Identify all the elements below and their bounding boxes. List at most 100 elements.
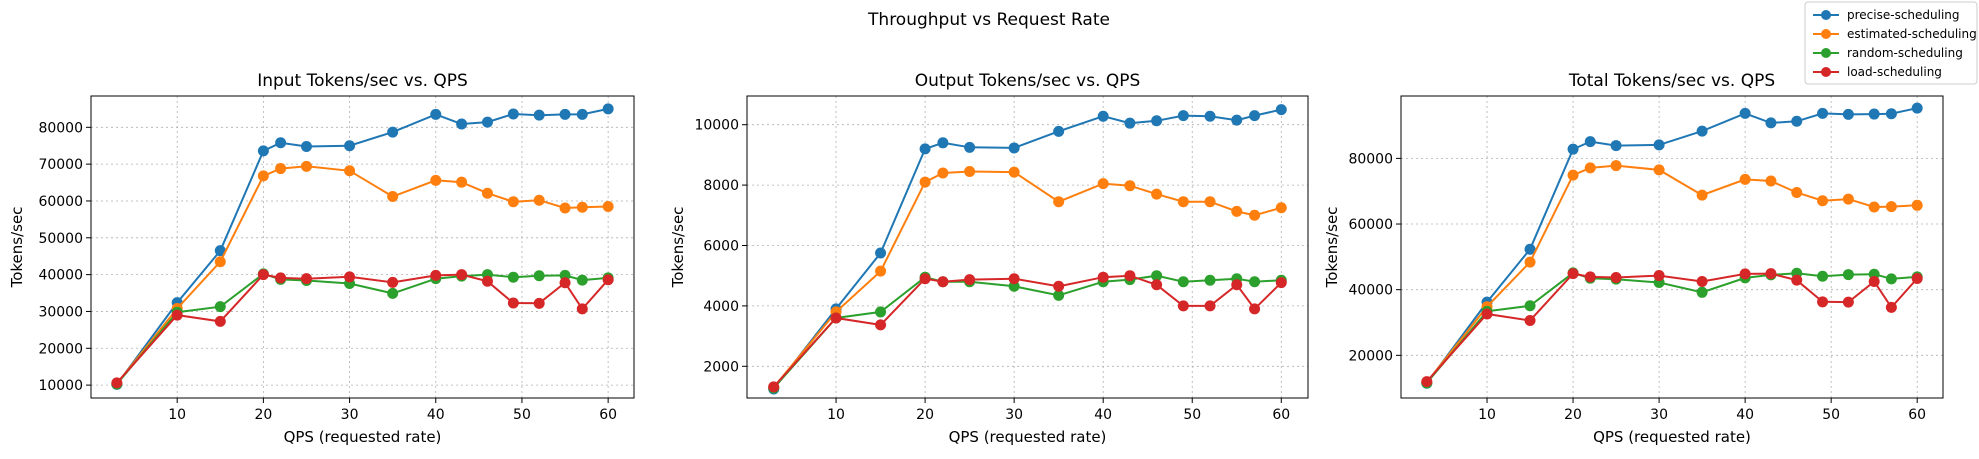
data-point bbox=[602, 200, 614, 212]
y-tick-label: 80000 bbox=[1348, 151, 1393, 167]
series-random-scheduling bbox=[1421, 267, 1923, 389]
series-random-scheduling bbox=[111, 268, 614, 390]
series-line bbox=[116, 165, 609, 385]
data-point bbox=[1791, 274, 1803, 286]
data-point bbox=[1124, 180, 1136, 192]
data-point bbox=[1249, 303, 1261, 315]
series-line bbox=[116, 107, 609, 385]
data-point bbox=[1791, 115, 1803, 127]
x-tick-label: 20 bbox=[916, 407, 934, 423]
x-tick-label: 10 bbox=[168, 407, 186, 423]
data-point bbox=[387, 276, 399, 288]
data-point bbox=[1053, 125, 1065, 137]
data-point bbox=[1739, 268, 1751, 280]
data-point bbox=[533, 194, 545, 206]
data-point bbox=[768, 381, 780, 393]
data-point bbox=[1584, 136, 1596, 148]
data-point bbox=[1765, 117, 1777, 129]
data-point bbox=[1151, 279, 1163, 291]
x-tick-label: 50 bbox=[513, 407, 531, 423]
y-tick-label: 40000 bbox=[38, 268, 83, 284]
series-estimated-scheduling bbox=[1421, 160, 1923, 388]
data-point bbox=[1610, 160, 1622, 172]
data-point bbox=[275, 272, 287, 284]
series-load-scheduling bbox=[111, 269, 614, 389]
y-axis-label: Tokens/sec bbox=[8, 207, 26, 289]
data-point bbox=[576, 274, 588, 286]
data-point bbox=[1584, 162, 1596, 174]
data-point bbox=[1204, 196, 1216, 208]
legend-marker bbox=[1821, 10, 1831, 20]
data-point bbox=[559, 277, 571, 289]
data-point bbox=[576, 201, 588, 213]
data-point bbox=[1124, 270, 1136, 282]
data-point bbox=[1008, 280, 1020, 292]
data-point bbox=[533, 297, 545, 309]
data-point bbox=[1739, 173, 1751, 185]
data-point bbox=[964, 141, 976, 153]
legend-entry: precise-scheduling bbox=[1813, 8, 1960, 22]
data-point bbox=[1885, 301, 1897, 313]
data-point bbox=[214, 301, 226, 313]
data-point bbox=[275, 137, 287, 149]
data-point bbox=[481, 187, 493, 199]
data-point bbox=[1610, 272, 1622, 284]
data-point bbox=[430, 269, 442, 281]
data-point bbox=[533, 109, 545, 121]
x-tick-label: 40 bbox=[1736, 407, 1754, 423]
data-point bbox=[576, 303, 588, 315]
data-point bbox=[111, 377, 123, 389]
data-point bbox=[456, 176, 468, 188]
series-precise-scheduling bbox=[1421, 102, 1923, 389]
data-point bbox=[937, 167, 949, 179]
data-point bbox=[1275, 277, 1287, 289]
data-point bbox=[1151, 188, 1163, 200]
data-point bbox=[1008, 142, 1020, 154]
x-tick-label: 30 bbox=[341, 407, 359, 423]
data-point bbox=[1885, 273, 1897, 285]
data-point bbox=[1567, 169, 1579, 181]
axes-frame bbox=[90, 95, 635, 399]
data-point bbox=[275, 163, 287, 175]
data-point bbox=[1885, 201, 1897, 213]
data-point bbox=[1817, 270, 1829, 282]
legend-label: load-scheduling bbox=[1847, 65, 1942, 79]
legend-entry: random-scheduling bbox=[1813, 46, 1963, 60]
data-point bbox=[1249, 209, 1261, 221]
legend-marker bbox=[1821, 29, 1831, 39]
data-point bbox=[1524, 243, 1536, 255]
data-point bbox=[875, 319, 887, 331]
axes-frame bbox=[1400, 95, 1944, 399]
subplot-title: Input Tokens/sec vs. QPS bbox=[257, 71, 468, 91]
data-point bbox=[1567, 268, 1579, 280]
data-point bbox=[830, 312, 842, 324]
y-tick-label: 8000 bbox=[703, 178, 739, 194]
x-tick-label: 20 bbox=[1564, 407, 1582, 423]
data-point bbox=[1249, 110, 1261, 122]
data-point bbox=[1231, 114, 1243, 126]
series-line bbox=[772, 274, 1282, 389]
data-point bbox=[1696, 275, 1708, 287]
data-point bbox=[1524, 300, 1536, 312]
data-point bbox=[1842, 193, 1854, 205]
data-point bbox=[1885, 108, 1897, 120]
y-tick-label: 70000 bbox=[38, 157, 83, 173]
series-estimated-scheduling bbox=[768, 166, 1287, 393]
data-point bbox=[1053, 289, 1065, 301]
data-point bbox=[1249, 276, 1261, 288]
data-point bbox=[481, 275, 493, 287]
subplot-title: Total Tokens/sec vs. QPS bbox=[1568, 71, 1775, 91]
y-axis-label: Tokens/sec bbox=[669, 207, 687, 289]
data-point bbox=[1177, 276, 1189, 288]
data-point bbox=[214, 315, 226, 327]
data-point bbox=[533, 270, 545, 282]
data-point bbox=[1765, 268, 1777, 280]
data-point bbox=[1911, 199, 1923, 211]
series-line bbox=[1426, 271, 1918, 384]
figure-suptitle: Throughput vs Request Rate bbox=[867, 10, 1110, 30]
data-point bbox=[1008, 166, 1020, 178]
x-tick-label: 10 bbox=[827, 407, 845, 423]
y-tick-label: 80000 bbox=[38, 120, 83, 136]
data-point bbox=[602, 274, 614, 286]
data-point bbox=[1911, 273, 1923, 285]
